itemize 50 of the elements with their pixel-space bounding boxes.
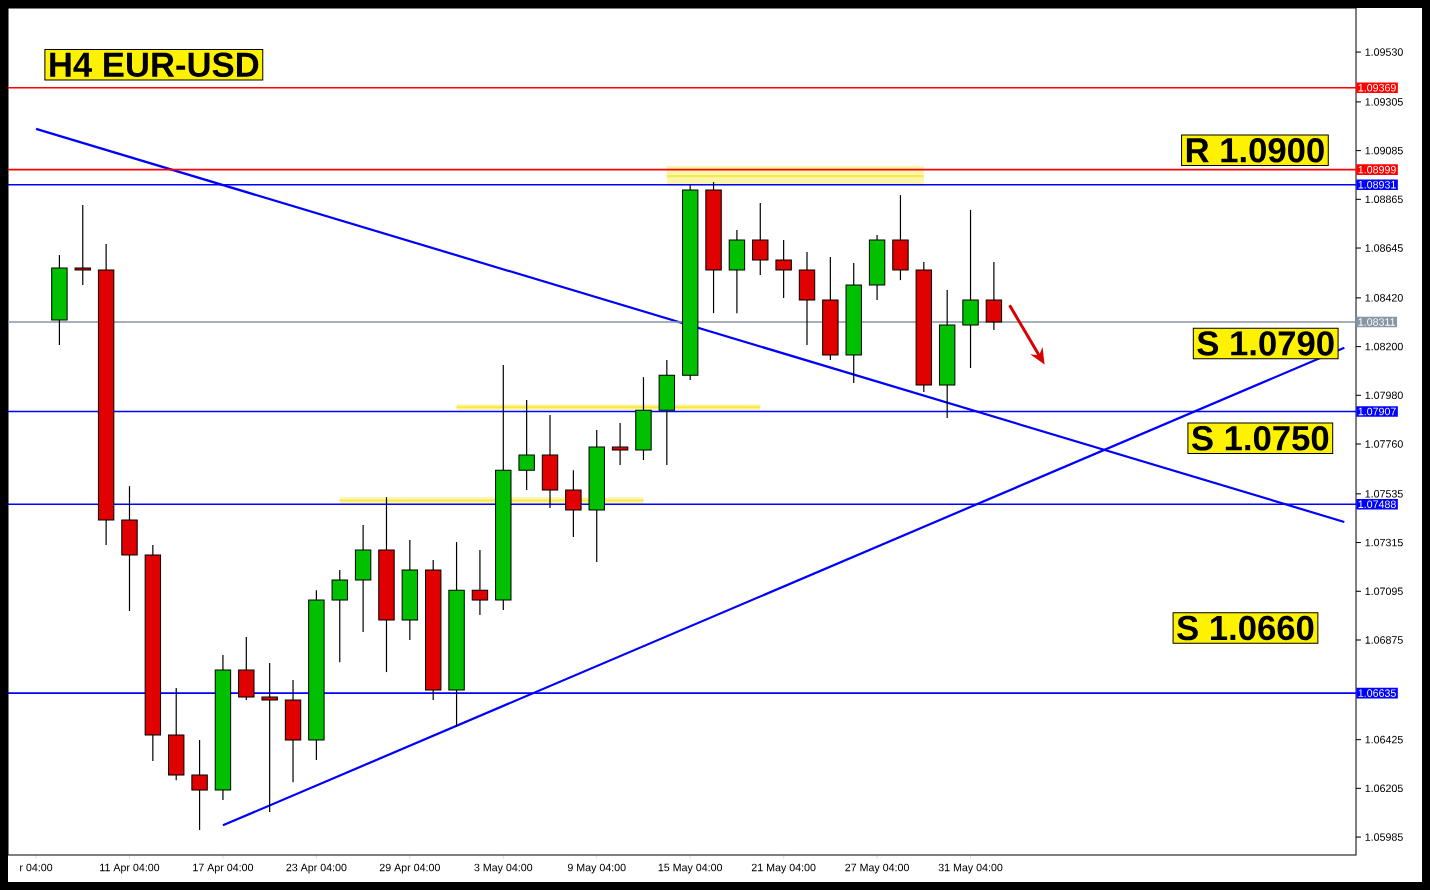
y-tick-label: 1.07980 xyxy=(1365,391,1403,400)
x-tick-label: 27 May 04:00 xyxy=(845,863,909,874)
annotation: S 1.0660 xyxy=(1177,615,1314,641)
ref-line-label: 1.07907 xyxy=(1358,407,1396,416)
y-tick-label: 1.07315 xyxy=(1365,538,1403,547)
y-tick-label: 1.06425 xyxy=(1365,735,1403,744)
x-tick-label: 3 May 04:00 xyxy=(474,863,533,874)
y-tick-label: 1.06875 xyxy=(1365,636,1403,644)
candlestick xyxy=(471,549,489,616)
x-tick-label: 11 Apr 04:00 xyxy=(100,863,160,874)
ref-line-label: 1.06635 xyxy=(1358,689,1396,697)
y-tick-label: 1.07760 xyxy=(1365,440,1403,448)
y-tick-label: 1.06205 xyxy=(1365,784,1403,793)
candlestick xyxy=(565,469,582,538)
y-tick-label: 1.08420 xyxy=(1365,294,1403,302)
ref-line-label: 1.08311 xyxy=(1358,318,1396,326)
x-tick-label: r 04:00 xyxy=(20,863,53,872)
annotation: S 1.0750 xyxy=(1191,425,1329,451)
candlestick xyxy=(752,202,769,276)
candlestick xyxy=(775,239,792,299)
annotation: R 1.0900 xyxy=(1186,138,1324,163)
candlestick xyxy=(611,422,629,466)
text: H4 EUR-USD xyxy=(50,52,259,78)
ref-line-label: 1.08999 xyxy=(1358,165,1396,174)
y-tick-label: 1.09530 xyxy=(1365,48,1403,56)
y-tick-label: 1.09305 xyxy=(1365,98,1403,106)
x-tick-label: 17 Apr 04:00 xyxy=(193,863,254,874)
x-tick-label: 9 May 04:00 xyxy=(567,863,626,874)
x-tick-label: 23 Apr 04:00 xyxy=(286,863,347,874)
y-tick-label: 1.07095 xyxy=(1365,587,1403,596)
y-tick-label: 1.09085 xyxy=(1365,146,1403,155)
ref-line-label: 1.09369 xyxy=(1358,83,1396,92)
ref-line-label: 1.07488 xyxy=(1358,500,1396,509)
y-tick-label: 1.08645 xyxy=(1365,244,1403,252)
y-tick-label: 1.08865 xyxy=(1365,195,1403,204)
x-tick-label: 29 Apr 04:00 xyxy=(379,863,440,874)
candlestick xyxy=(518,399,535,491)
y-tick-label: 1.08200 xyxy=(1365,342,1403,351)
candlestick xyxy=(331,569,348,663)
candlestick xyxy=(74,204,91,286)
x-tick-label: 15 May 04:00 xyxy=(658,863,723,874)
y-tick-label: 1.07535 xyxy=(1365,490,1403,498)
x-tick-label: 21 May 04:00 xyxy=(751,863,816,874)
candlestick xyxy=(985,261,1003,331)
candlestick xyxy=(191,739,208,831)
y-tick-label: 1.05985 xyxy=(1365,833,1403,841)
annotation: S 1.0790 xyxy=(1197,331,1334,356)
ref-line-label: 1.08931 xyxy=(1358,180,1396,189)
x-tick-label: 31 May 04:00 xyxy=(938,863,1003,874)
candlestick xyxy=(261,662,278,813)
